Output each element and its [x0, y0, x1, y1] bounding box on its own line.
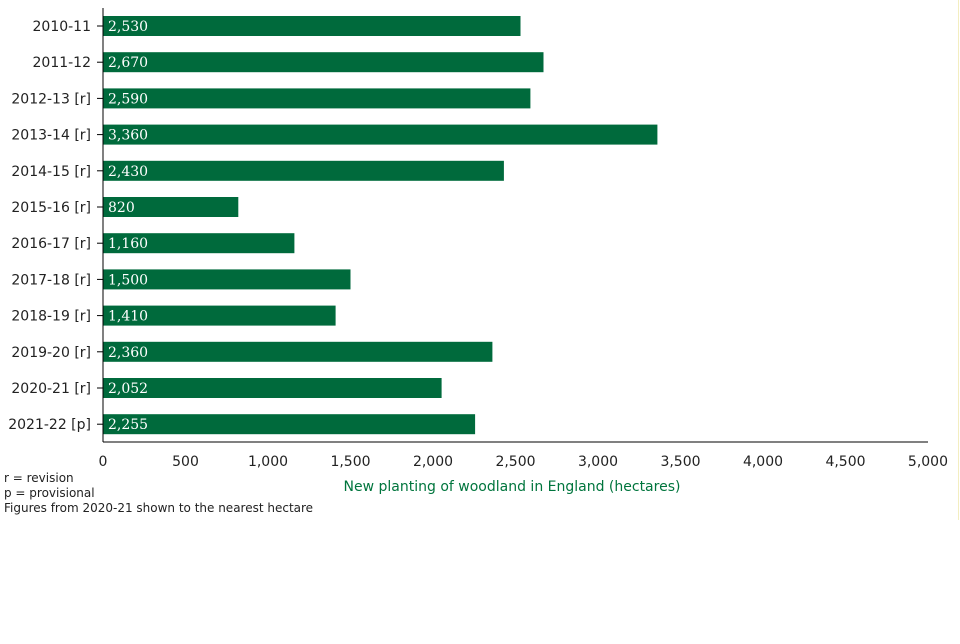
bar-data-label: 2,670 [108, 55, 148, 71]
x-tick-label: 4,500 [825, 454, 865, 470]
category-label: 2016-17 [r] [11, 236, 91, 252]
bar-8 [103, 305, 336, 326]
x-tick-label: 4,000 [743, 454, 783, 470]
bar-10 [103, 378, 442, 398]
x-ticks-group: 0 500 1,000 1,500 2,000 2,500 3,000 3,500 4,000 4… [99, 454, 948, 470]
bar-1 [103, 52, 544, 73]
bar-data-label: 2,590 [108, 91, 148, 107]
note-rounding: Figures from 2020-21 shown to the neares… [4, 501, 313, 515]
bar-6 [103, 233, 295, 254]
x-tick-label: 3,000 [578, 454, 618, 470]
x-tick-label: 500 [172, 454, 199, 470]
bar-9 [103, 341, 493, 362]
bar-data-label: 3,360 [108, 128, 148, 144]
x-tick-label: 2,000 [413, 454, 453, 470]
bar-4 [103, 160, 504, 181]
category-label: 2021-22 [p] [8, 417, 91, 433]
bar-5 [103, 197, 239, 217]
x-tick-label: 1,000 [248, 454, 288, 470]
bar-data-label: 820 [108, 200, 135, 216]
right-edge-divider [958, 0, 959, 520]
bar-11 [103, 414, 476, 435]
category-label: 2014-15 [r] [11, 164, 91, 180]
y-categories-group: 2010-11 2011-12 2012-13 [r] 2013-14 [r] 2014… [8, 19, 91, 433]
category-label: 2015-16 [r] [11, 200, 91, 216]
bar-data-label: 2,530 [108, 19, 148, 35]
category-label: 2013-14 [r] [11, 128, 91, 144]
axes-group [97, 8, 928, 443]
bar-data-label: 1,410 [108, 309, 148, 325]
category-label: 2010-11 [33, 19, 92, 35]
bar-7 [103, 269, 351, 290]
category-label: 2020-21 [r] [11, 381, 91, 397]
footnotes: r = revision p = provisional Figures fro… [4, 471, 313, 515]
bar-data-label: 1,160 [108, 236, 148, 252]
bar-2 [103, 88, 531, 109]
x-tick-label: 1,500 [330, 454, 370, 470]
bar-data-label: 2,360 [108, 345, 148, 361]
category-label: 2019-20 [r] [11, 345, 91, 361]
bar-data-label: 2,430 [108, 164, 148, 180]
bars-group: 2,530 2,670 2,590 3,360 2,430 820 1,160 1,500 1,… [103, 16, 658, 435]
category-label: 2011-12 [33, 55, 92, 71]
bar-data-label: 1,500 [108, 272, 148, 288]
category-label: 2017-18 [r] [11, 272, 91, 288]
bar-3 [103, 124, 658, 145]
note-revision: r = revision [4, 471, 74, 485]
bar-data-label: 2,255 [108, 417, 148, 433]
bar-0 [103, 16, 521, 36]
x-tick-label: 2,500 [495, 454, 535, 470]
note-provisional: p = provisional [4, 486, 95, 500]
category-label: 2012-13 [r] [11, 91, 91, 107]
x-tick-label: 0 [99, 454, 108, 470]
category-label: 2018-19 [r] [11, 309, 91, 325]
x-tick-label: 3,500 [660, 454, 700, 470]
bar-data-label: 2,052 [108, 381, 148, 397]
x-tick-label: 5,000 [908, 454, 948, 470]
x-axis-title: New planting of woodland in England (hec… [344, 479, 681, 495]
